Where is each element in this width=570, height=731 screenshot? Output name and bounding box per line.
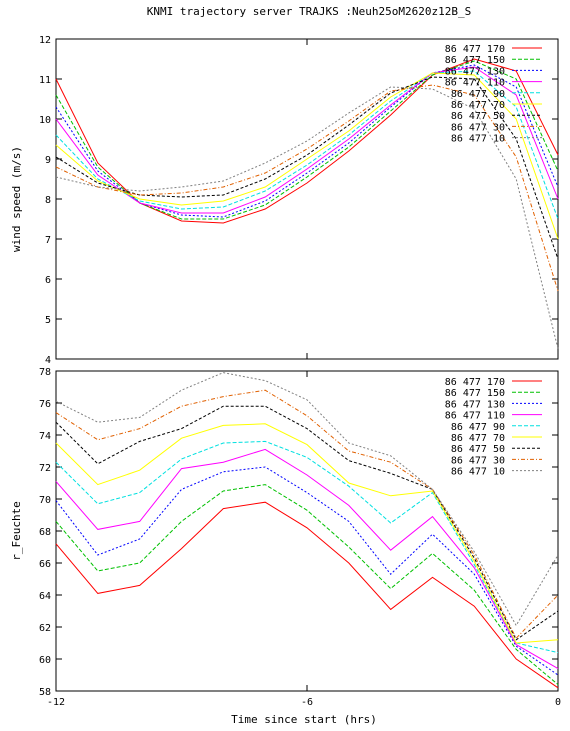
series-line xyxy=(55,76,559,260)
series-line xyxy=(55,372,559,627)
legend-label: 86 477 130 xyxy=(445,399,505,410)
series-line xyxy=(55,423,559,644)
series-line xyxy=(55,440,559,654)
y-tick-label: 7 xyxy=(45,235,51,246)
legend-label: 86 477 130 xyxy=(445,66,505,77)
legend-label: 86 477 150 xyxy=(445,388,505,399)
y-tick-label: 66 xyxy=(39,559,51,570)
series-line xyxy=(55,484,559,685)
legend-label: 86 477 30 xyxy=(451,122,505,133)
legend-label: 86 477 30 xyxy=(451,455,505,466)
legend-label: 86 477 170 xyxy=(445,44,505,55)
legend-label: 86 477 110 xyxy=(445,411,505,422)
y-tick-label: 5 xyxy=(45,315,51,326)
y-tick-label: 9 xyxy=(45,155,51,166)
legend-label: 86 477 50 xyxy=(451,444,505,455)
legend-label: 86 477 70 xyxy=(451,433,505,444)
y-tick-label: 58 xyxy=(39,687,51,698)
x-tick-label: -6 xyxy=(301,697,313,708)
series-line xyxy=(55,389,559,640)
y-tick-label: 4 xyxy=(45,355,51,366)
y-tick-label: 60 xyxy=(39,655,51,666)
x-tick-label: -12 xyxy=(47,697,65,708)
y-tick-label: 10 xyxy=(39,115,51,126)
legend-label: 86 477 110 xyxy=(445,78,505,89)
legend-label: 86 477 170 xyxy=(445,377,505,388)
y-tick-label: 70 xyxy=(39,495,51,506)
legend-label: 86 477 10 xyxy=(451,467,505,478)
legend-label: 86 477 50 xyxy=(451,111,505,122)
y-tick-label: 74 xyxy=(39,431,51,442)
series-line xyxy=(55,448,559,670)
y-axis-label: wind speed (m/s) xyxy=(10,146,23,252)
y-tick-label: 76 xyxy=(39,399,51,410)
series-line xyxy=(55,70,559,220)
y-tick-label: 72 xyxy=(39,463,51,474)
series-line xyxy=(55,466,559,676)
y-tick-label: 12 xyxy=(39,35,51,46)
x-axis-label: Time since start (hrs) xyxy=(231,713,377,726)
humidity-panel: 58 60 62 64 66 68 70 72 74 76 78 -12 -6 0 r_Feuchte 86 … xyxy=(10,367,561,708)
legend-label: 86 477 90 xyxy=(451,422,505,433)
chart-title: KNMI trajectory server TRAJKS :Neuh25oM2… xyxy=(147,5,472,18)
y-axis-label: r_Feuchte xyxy=(10,501,23,561)
y-tick-label: 78 xyxy=(39,367,51,378)
series-line xyxy=(55,501,559,689)
x-tick-label: 0 xyxy=(555,697,561,708)
legend-label: 86 477 10 xyxy=(451,134,505,145)
y-tick-label: 8 xyxy=(45,195,51,206)
series-line xyxy=(55,66,559,214)
series-line xyxy=(55,86,559,350)
series-line xyxy=(55,84,559,292)
y-tick-label: 6 xyxy=(45,275,51,286)
legend-label: 86 477 150 xyxy=(445,55,505,66)
y-tick-label: 68 xyxy=(39,527,51,538)
y-tick-label: 11 xyxy=(39,75,51,86)
series-line xyxy=(55,72,559,240)
y-tick-label: 64 xyxy=(39,591,51,602)
series-line xyxy=(55,405,559,641)
legend-label: 86 477 90 xyxy=(451,89,505,100)
legend-label: 86 477 70 xyxy=(451,100,505,111)
y-tick-label: 62 xyxy=(39,623,51,634)
